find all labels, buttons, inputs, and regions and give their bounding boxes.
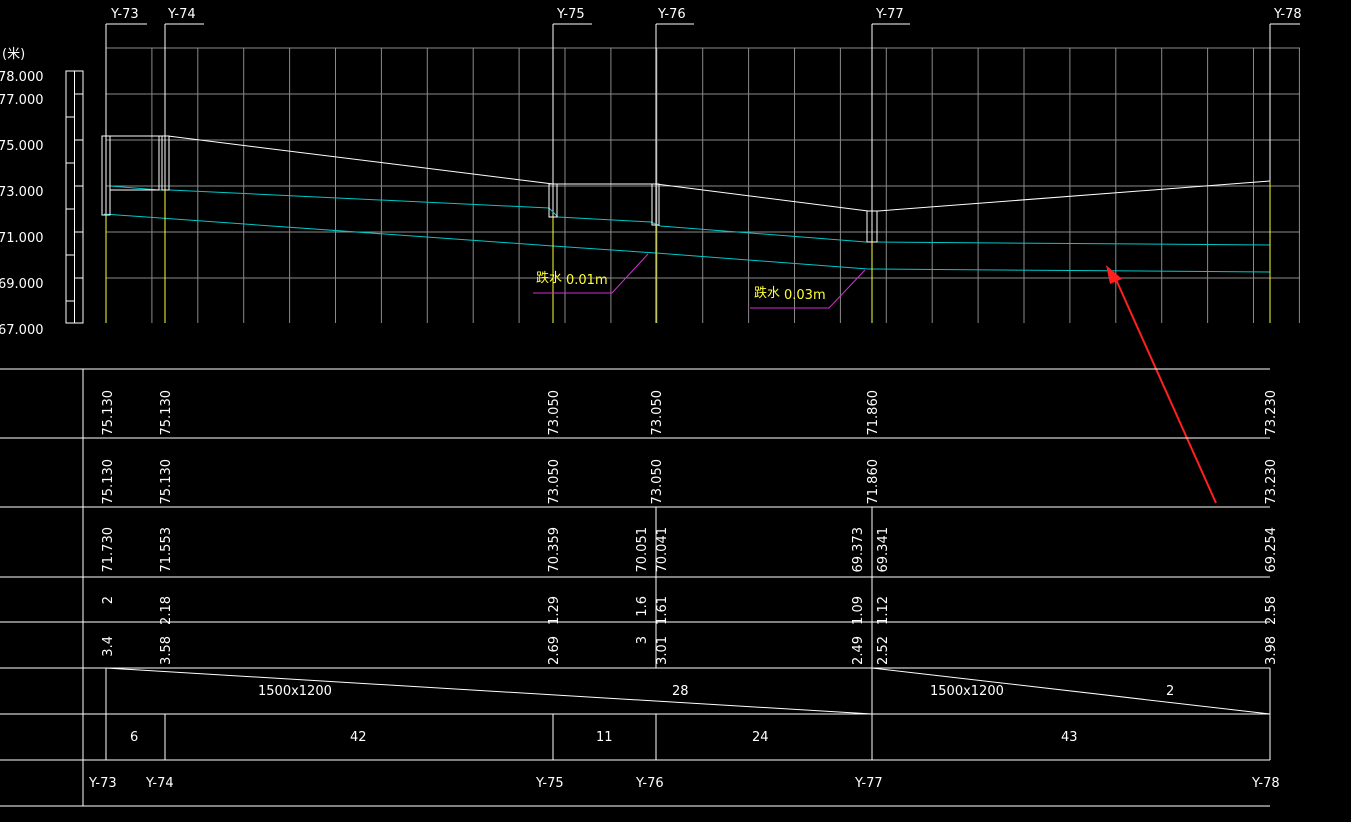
pipe-crown-line	[109, 185, 1271, 246]
table-value: 71.553	[159, 527, 174, 573]
well-label: Y-76	[657, 7, 686, 22]
table-value: 1.61	[655, 596, 670, 625]
table-value: 2.18	[159, 596, 174, 625]
table-value: 73.050	[547, 459, 562, 505]
table-value: 2.49	[851, 636, 866, 665]
table-value: 3.01	[655, 636, 670, 665]
table-value: 3.58	[159, 636, 174, 665]
table-value: 1.6	[635, 596, 650, 617]
table-value: 69.254	[1264, 527, 1279, 573]
scale-ladder	[65, 70, 84, 324]
table-value: 71.860	[866, 459, 881, 505]
drop-value: 0.03m	[784, 288, 826, 303]
top-well-markers: Y-73 Y-74 Y-75 Y-76 Y-77 Y-78	[105, 7, 1302, 323]
table-value: 2.58	[1264, 596, 1279, 625]
table-value: 2	[101, 596, 116, 604]
pipe-invert-line	[103, 213, 1271, 273]
drop-label: 跌水	[754, 285, 780, 301]
well-label: Y-78	[1251, 776, 1280, 791]
well-label: Y-78	[1273, 7, 1302, 22]
table-value: 71.860	[866, 390, 881, 436]
table-value: 70.359	[547, 527, 562, 573]
table-value: 71.730	[101, 527, 116, 573]
ground-line	[104, 135, 1271, 212]
table-value: 75.130	[101, 459, 116, 505]
elevation-label: 67.000	[0, 323, 44, 338]
elevation-label: 69.000	[0, 277, 44, 292]
table-value: 73.050	[650, 459, 665, 505]
table-value: 2.69	[547, 636, 562, 665]
elevation-label: 75.000	[0, 139, 44, 154]
drop-annotation: 跌水 0.01m	[533, 253, 649, 294]
table-value: 73.050	[650, 390, 665, 436]
table-value: 73.230	[1264, 459, 1279, 505]
table-value: 75.130	[101, 390, 116, 436]
distance-value: 11	[596, 730, 613, 745]
well-label: Y-74	[145, 776, 174, 791]
pipe-slope: 2	[1166, 684, 1174, 699]
elevation-label: 73.000	[0, 185, 44, 200]
red-arrow	[1106, 265, 1217, 504]
profile-table	[0, 368, 1271, 807]
slope-diagonal	[105, 667, 873, 715]
elevation-axis: (米) 78.000 77.000 75.000 73.000 71.000 6…	[0, 47, 84, 338]
pipe-size: 1500x1200	[930, 684, 1004, 699]
well-label: Y-75	[535, 776, 564, 791]
table-values: 75.130 75.130 73.050 73.050 71.860 73.230 75.1…	[101, 390, 1279, 665]
table-value: 1.29	[547, 596, 562, 625]
well-label: Y-73	[88, 776, 117, 791]
table-value: 3	[635, 636, 650, 644]
table-value: 69.341	[876, 527, 891, 573]
pipe-size: 1500x1200	[258, 684, 332, 699]
table-value: 73.050	[547, 390, 562, 436]
manhole-boxes	[101, 135, 878, 243]
table-value: 75.130	[159, 390, 174, 436]
well-label: Y-77	[854, 776, 883, 791]
profile-grid	[105, 47, 1300, 323]
table-value: 69.373	[851, 527, 866, 573]
well-label: Y-76	[635, 776, 664, 791]
well-label: Y-75	[556, 7, 585, 22]
distance-row: 6 42 11 24 43	[130, 730, 1078, 745]
well-label: Y-74	[167, 7, 196, 22]
elevation-label: 77.000	[0, 93, 44, 108]
distance-value: 42	[350, 730, 367, 745]
well-label: Y-73	[110, 7, 139, 22]
distance-value: 43	[1061, 730, 1078, 745]
pipe-segment-labels: 1500x1200 28 1500x1200 2	[258, 684, 1174, 699]
table-value: 1.12	[876, 596, 891, 625]
well-verticals	[105, 181, 1271, 323]
table-value: 70.041	[655, 527, 670, 573]
profile-lines: 跌水 0.01m 跌水 0.03m	[101, 135, 1271, 323]
table-value: 73.230	[1264, 390, 1279, 436]
manhole-box	[109, 135, 160, 191]
pipe-slope: 28	[672, 684, 689, 699]
table-value: 2.52	[876, 636, 891, 665]
drop-label: 跌水	[536, 270, 562, 286]
distance-value: 24	[752, 730, 769, 745]
table-value: 1.09	[851, 596, 866, 625]
elevation-label: 71.000	[0, 231, 44, 246]
well-label: Y-77	[875, 7, 904, 22]
distance-value: 6	[130, 730, 138, 745]
elevation-unit-label: (米)	[2, 47, 25, 62]
elevation-label: 78.000	[0, 70, 44, 85]
table-value: 70.051	[635, 527, 650, 573]
drop-value: 0.01m	[566, 273, 608, 288]
table-value: 75.130	[159, 459, 174, 505]
table-value: 3.98	[1264, 636, 1279, 665]
slope-diagonal	[871, 667, 1271, 715]
bottom-well-labels: Y-73 Y-74 Y-75 Y-76 Y-77 Y-78	[88, 776, 1280, 791]
table-value: 3.4	[101, 636, 116, 657]
drop-annotation: 跌水 0.03m	[750, 269, 866, 309]
